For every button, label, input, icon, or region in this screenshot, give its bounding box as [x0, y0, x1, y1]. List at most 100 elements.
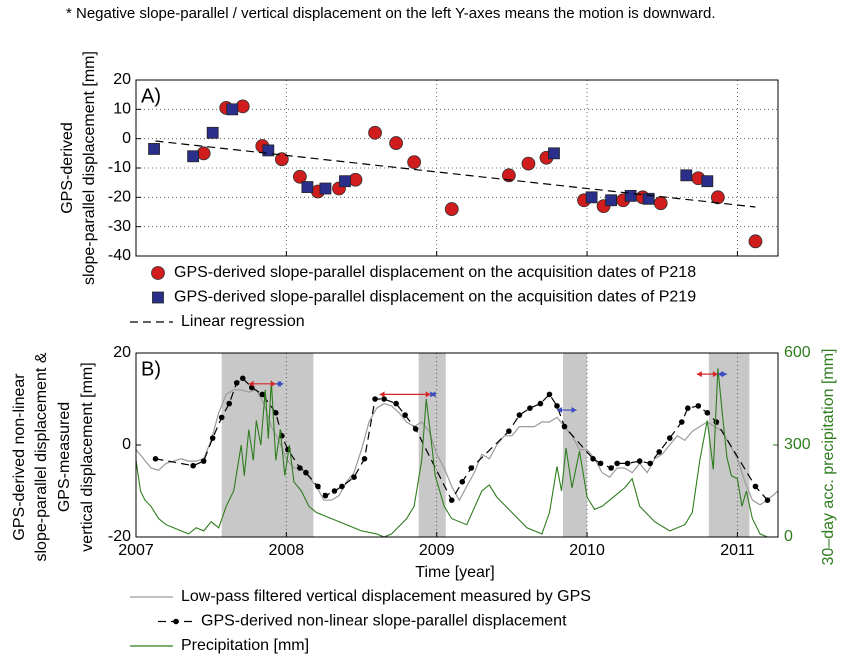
arrow-head — [696, 371, 702, 378]
arrow-head — [717, 371, 723, 378]
arrow-head — [425, 391, 431, 398]
point — [752, 483, 759, 490]
note: * Negative slope-parallel / vertical dis… — [66, 5, 716, 22]
point — [361, 456, 368, 462]
point — [678, 419, 685, 425]
arrow — [430, 391, 436, 398]
arrow-head — [270, 380, 276, 387]
arrow-head — [571, 407, 577, 414]
plot-frame — [135, 79, 779, 257]
point — [585, 191, 598, 204]
x-tick-label: 2010 — [569, 542, 605, 559]
point — [748, 234, 763, 249]
x-tick-label: 2008 — [269, 542, 305, 559]
y-tick-label: -20 — [108, 528, 131, 545]
point — [331, 488, 338, 494]
point — [235, 99, 250, 114]
point — [764, 497, 771, 504]
legend-label: Low-pass filtered vertical displacement … — [181, 588, 591, 605]
point — [319, 182, 332, 195]
shaded-period — [708, 353, 750, 537]
point — [642, 192, 655, 205]
y-tick-label: -30 — [108, 218, 131, 235]
point — [315, 483, 321, 490]
point — [196, 146, 211, 161]
point — [274, 152, 289, 167]
point — [190, 462, 196, 469]
point — [608, 465, 614, 471]
point — [713, 419, 720, 425]
point — [381, 396, 387, 402]
y-tick-label: -20 — [108, 189, 131, 206]
point — [701, 175, 714, 188]
point — [448, 497, 455, 504]
series-line — [135, 368, 768, 538]
point — [407, 155, 422, 170]
y-axis-label: GPS-derived non-linear — [11, 373, 28, 541]
point — [624, 189, 637, 202]
legend-marker — [173, 618, 179, 625]
legend-label: GPS-derived slope-parallel displacement … — [174, 264, 696, 281]
arrow — [696, 371, 718, 378]
point — [459, 479, 466, 485]
series-line — [155, 140, 756, 208]
plot-frame — [135, 352, 779, 538]
point — [187, 150, 200, 163]
point — [597, 460, 604, 467]
y-tick-label: -40 — [108, 247, 131, 264]
point — [561, 423, 568, 430]
y-tick-label: 20 — [113, 71, 131, 88]
point — [303, 469, 309, 476]
point — [537, 400, 544, 407]
y-tick-label: 20 — [113, 344, 131, 361]
point — [226, 400, 233, 407]
y-axis-label: GPS-measured — [56, 402, 73, 512]
point — [656, 449, 663, 455]
point — [506, 428, 512, 435]
arrow — [379, 391, 431, 398]
point — [239, 375, 246, 382]
x-tick-label: 2011 — [720, 542, 755, 559]
point — [152, 456, 159, 462]
arrow-head — [248, 380, 254, 387]
point — [206, 126, 219, 139]
x-axis-label: Time [year] — [415, 564, 494, 581]
arrow-head — [721, 371, 727, 378]
point — [209, 435, 216, 441]
point — [516, 412, 523, 418]
point — [680, 169, 693, 182]
panel-label: B) — [141, 358, 161, 380]
point — [501, 168, 516, 183]
point — [624, 460, 631, 467]
y-tick-label: 0 — [122, 436, 131, 453]
y-tick-label: 0 — [122, 130, 131, 147]
point — [372, 396, 378, 402]
point — [351, 474, 357, 481]
y2-tick-label: 300 — [784, 436, 811, 453]
shaded-period — [562, 353, 588, 537]
point — [339, 175, 351, 188]
point — [389, 136, 404, 150]
point — [259, 391, 266, 398]
point — [636, 458, 643, 464]
x-tick-label: 2007 — [118, 542, 154, 559]
x-tick-label: 2009 — [419, 542, 455, 559]
point — [548, 147, 560, 160]
point — [412, 426, 419, 432]
legend-marker — [152, 291, 164, 304]
point — [527, 405, 533, 412]
arrow — [275, 380, 284, 387]
y2-tick-label: 0 — [784, 528, 793, 545]
point — [468, 465, 475, 471]
legend-label: GPS-derived slope-parallel displacement … — [174, 289, 696, 306]
point — [695, 403, 702, 409]
y-axis-label: slope-parallel displacement [mm] — [81, 51, 98, 285]
point — [368, 125, 382, 140]
point — [402, 412, 408, 418]
arrow-head — [430, 391, 436, 398]
point — [590, 456, 596, 462]
point — [521, 156, 536, 171]
arrow-head — [379, 391, 385, 398]
